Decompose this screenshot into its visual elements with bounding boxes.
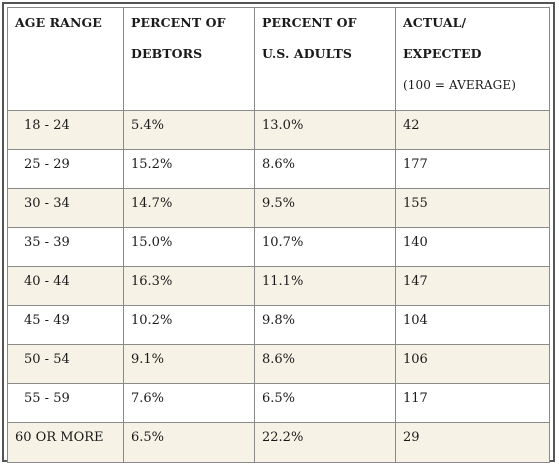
cell-age-range: 25 - 29 <box>7 149 124 189</box>
cell-actual-expected: 106 <box>395 344 550 384</box>
cell-percent-debtors: 14.7% <box>123 188 255 228</box>
cell-age-range: 55 - 59 <box>7 383 124 423</box>
header-percent-of-debtors-line-2: DEBTORS <box>131 46 203 61</box>
table-row: 60 OR MORE 6.5% 22.2% 29 <box>7 422 550 463</box>
header-actual-expected-line-1: ACTUAL/ <box>403 15 467 30</box>
cell-age-range: 35 - 39 <box>7 227 124 267</box>
header-percent-of-us-adults: PERCENT OF U.S. ADULTS <box>254 7 396 111</box>
header-actual-expected: ACTUAL/ EXPECTED (100 = AVERAGE) <box>395 7 550 111</box>
cell-actual-expected: 104 <box>395 305 550 345</box>
cell-percent-debtors: 15.0% <box>123 227 255 267</box>
cell-percent-us-adults: 22.2% <box>254 422 396 463</box>
cell-age-range: 30 - 34 <box>7 188 124 228</box>
table-frame: AGE RANGE PERCENT OF DEBTORS PERCENT OF … <box>2 2 555 463</box>
cell-age-range: 40 - 44 <box>7 266 124 306</box>
table-row: 30 - 34 14.7% 9.5% 155 <box>7 188 550 228</box>
header-age-range: AGE RANGE <box>7 7 124 111</box>
header-row: AGE RANGE PERCENT OF DEBTORS PERCENT OF … <box>7 7 550 111</box>
header-percent-of-debtors: PERCENT OF DEBTORS <box>123 7 255 111</box>
cell-percent-us-adults: 9.5% <box>254 188 396 228</box>
cell-actual-expected: 177 <box>395 149 550 189</box>
cell-percent-debtors: 16.3% <box>123 266 255 306</box>
cell-percent-debtors: 6.5% <box>123 422 255 463</box>
table-row: 45 - 49 10.2% 9.8% 104 <box>7 305 550 345</box>
cell-percent-us-adults: 10.7% <box>254 227 396 267</box>
header-actual-expected-line-3: (100 = AVERAGE) <box>403 78 516 92</box>
cell-actual-expected: 155 <box>395 188 550 228</box>
cell-percent-debtors: 15.2% <box>123 149 255 189</box>
cell-percent-us-adults: 13.0% <box>254 110 396 150</box>
cell-percent-debtors: 5.4% <box>123 110 255 150</box>
cell-percent-us-adults: 9.8% <box>254 305 396 345</box>
cell-actual-expected: 140 <box>395 227 550 267</box>
cell-actual-expected: 117 <box>395 383 550 423</box>
cell-percent-us-adults: 11.1% <box>254 266 396 306</box>
cell-age-range: 50 - 54 <box>7 344 124 384</box>
cell-age-range: 45 - 49 <box>7 305 124 345</box>
header-percent-of-debtors-line-1: PERCENT OF <box>131 15 226 30</box>
cell-percent-us-adults: 8.6% <box>254 344 396 384</box>
table-row: 18 - 24 5.4% 13.0% 42 <box>7 110 550 150</box>
table-row: 35 - 39 15.0% 10.7% 140 <box>7 227 550 267</box>
header-percent-of-us-adults-line-1: PERCENT OF <box>262 15 357 30</box>
cell-actual-expected: 147 <box>395 266 550 306</box>
table-row: 55 - 59 7.6% 6.5% 117 <box>7 383 550 423</box>
header-actual-expected-line-2: EXPECTED <box>403 46 482 61</box>
table-row: 50 - 54 9.1% 8.6% 106 <box>7 344 550 384</box>
cell-percent-us-adults: 8.6% <box>254 149 396 189</box>
cell-percent-debtors: 7.6% <box>123 383 255 423</box>
header-age-range-line-1: AGE RANGE <box>15 15 102 30</box>
age-range-debtors-table: AGE RANGE PERCENT OF DEBTORS PERCENT OF … <box>7 7 550 463</box>
table-row: 40 - 44 16.3% 11.1% 147 <box>7 266 550 306</box>
cell-actual-expected: 42 <box>395 110 550 150</box>
table-row: 25 - 29 15.2% 8.6% 177 <box>7 149 550 189</box>
cell-age-range: 60 OR MORE <box>7 422 124 463</box>
cell-age-range: 18 - 24 <box>7 110 124 150</box>
cell-actual-expected: 29 <box>395 422 550 463</box>
cell-percent-debtors: 10.2% <box>123 305 255 345</box>
header-percent-of-us-adults-line-2: U.S. ADULTS <box>262 46 353 61</box>
cell-percent-debtors: 9.1% <box>123 344 255 384</box>
cell-percent-us-adults: 6.5% <box>254 383 396 423</box>
